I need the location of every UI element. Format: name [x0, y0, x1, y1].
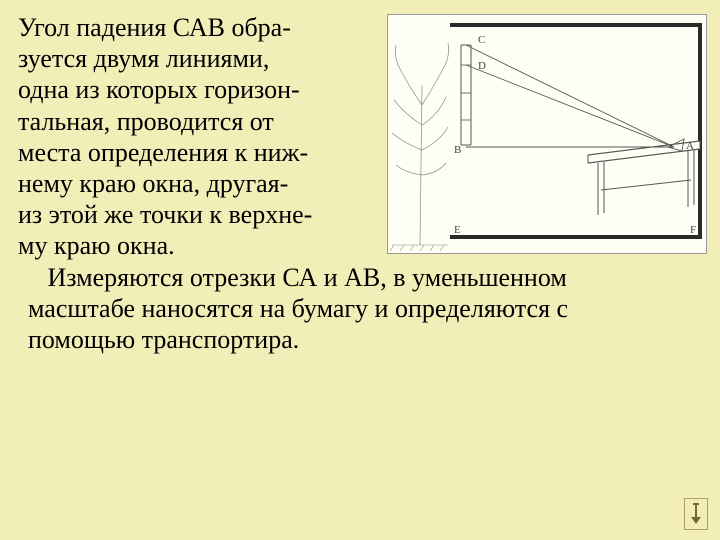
label-D: D [478, 60, 486, 72]
line-10: масштабе наносятся на бумагу и определяю… [28, 293, 696, 324]
line-1: Угол падения САВ обра- [18, 12, 383, 43]
line-8: му краю окна. [18, 230, 383, 261]
next-slide-button[interactable] [684, 498, 708, 530]
line-2: зуется двумя линиями, [18, 43, 383, 74]
label-A: A [686, 140, 694, 152]
line-9: Измеряются отрезки СА и АВ, в уменьшенно… [28, 262, 696, 293]
room-frame [450, 25, 700, 237]
arrow-down-icon [689, 503, 703, 525]
line-5: места определения к ниж- [18, 137, 383, 168]
text-wrap-left: Угол падения САВ обра- зуется двумя лини… [18, 12, 383, 262]
tree-icon [392, 43, 449, 245]
text-below: Измеряются отрезки СА и АВ, в уменьшенно… [18, 262, 702, 356]
label-B: B [454, 144, 461, 156]
line-3: одна из которых горизон- [18, 74, 383, 105]
label-C: C [478, 34, 485, 46]
line-6: нему краю окна, другая- [18, 168, 383, 199]
top-row: Угол падения САВ обра- зуется двумя лини… [18, 12, 702, 262]
ray-C-to-A [466, 45, 674, 147]
line-4: тальная, проводится от [18, 106, 383, 137]
ray-D-to-A [466, 65, 674, 147]
ground-hatch [390, 245, 448, 251]
line-11: помощью транспортира. [28, 324, 696, 355]
diagram-svg: C D B A E F [388, 15, 706, 253]
diagram-figure: C D B A E F [387, 14, 707, 254]
label-E: E [454, 224, 461, 236]
table-icon [588, 141, 700, 215]
slide-content: Угол падения САВ обра- зуется двумя лини… [0, 0, 720, 355]
line-7: из этой же точки к верхне- [18, 199, 383, 230]
label-F: F [690, 224, 696, 236]
